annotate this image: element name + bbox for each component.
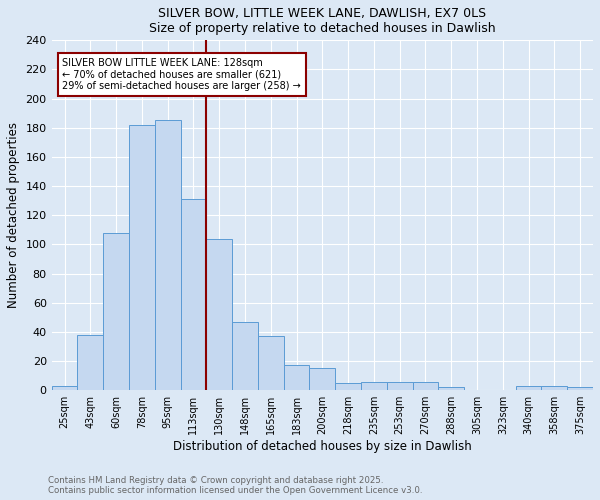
- Bar: [181, 199, 206, 390]
- Bar: [541, 386, 567, 390]
- Y-axis label: Number of detached properties: Number of detached properties: [7, 122, 20, 308]
- Bar: [335, 383, 361, 390]
- Bar: [129, 125, 155, 390]
- Bar: [155, 120, 181, 390]
- Bar: [310, 368, 335, 390]
- Text: SILVER BOW LITTLE WEEK LANE: 128sqm
← 70% of detached houses are smaller (621)
2: SILVER BOW LITTLE WEEK LANE: 128sqm ← 70…: [62, 58, 301, 91]
- X-axis label: Distribution of detached houses by size in Dawlish: Distribution of detached houses by size …: [173, 440, 472, 453]
- Bar: [77, 335, 103, 390]
- Bar: [284, 366, 310, 390]
- Text: Contains HM Land Registry data © Crown copyright and database right 2025.
Contai: Contains HM Land Registry data © Crown c…: [48, 476, 422, 495]
- Bar: [413, 382, 439, 390]
- Bar: [103, 233, 129, 390]
- Bar: [258, 336, 284, 390]
- Bar: [387, 382, 413, 390]
- Bar: [567, 388, 593, 390]
- Bar: [232, 322, 258, 390]
- Bar: [516, 386, 541, 390]
- Bar: [439, 388, 464, 390]
- Bar: [52, 386, 77, 390]
- Bar: [206, 238, 232, 390]
- Title: SILVER BOW, LITTLE WEEK LANE, DAWLISH, EX7 0LS
Size of property relative to deta: SILVER BOW, LITTLE WEEK LANE, DAWLISH, E…: [149, 7, 496, 35]
- Bar: [361, 382, 387, 390]
